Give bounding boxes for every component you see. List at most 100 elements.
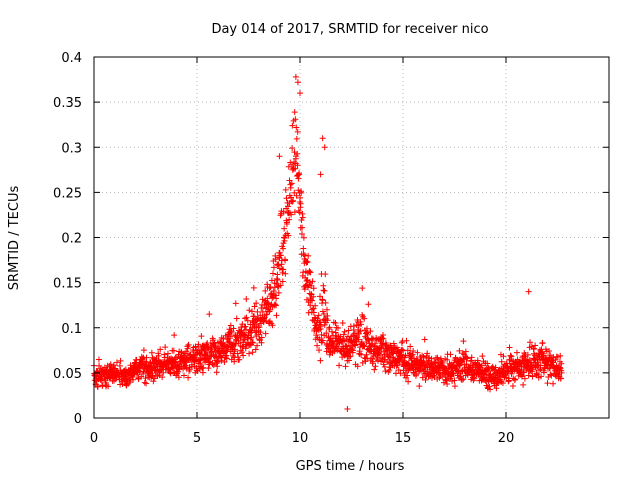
data-point — [335, 324, 342, 331]
data-point — [317, 293, 324, 300]
data-point — [143, 354, 150, 361]
data-point — [218, 357, 225, 364]
data-point — [305, 252, 312, 259]
data-point — [287, 184, 294, 191]
data-point — [285, 232, 292, 239]
data-point — [209, 361, 216, 368]
data-point — [506, 344, 513, 351]
data-point — [314, 342, 321, 349]
data-point — [405, 378, 412, 385]
data-point — [492, 364, 499, 371]
data-point — [285, 163, 292, 170]
data-point — [507, 352, 514, 359]
data-point — [382, 368, 389, 375]
data-point — [385, 358, 392, 365]
data-point — [317, 319, 324, 326]
data-point — [193, 354, 200, 361]
data-point — [293, 192, 300, 199]
data-point — [248, 334, 255, 341]
y-tick-label: 0.3 — [61, 141, 82, 156]
data-point — [157, 346, 164, 353]
data-point — [319, 135, 326, 142]
data-point — [303, 259, 310, 266]
data-point — [493, 385, 500, 392]
data-point — [252, 346, 259, 353]
data-point — [370, 335, 377, 342]
data-point — [527, 339, 534, 346]
data-point — [509, 382, 516, 389]
data-point — [310, 285, 317, 292]
data-point — [342, 363, 349, 370]
data-point — [281, 234, 288, 241]
data-point — [275, 289, 282, 296]
data-point — [320, 310, 327, 317]
data-point — [259, 308, 266, 315]
data-point — [347, 353, 354, 360]
data-point — [503, 374, 510, 381]
data-point — [183, 365, 190, 372]
data-point — [456, 347, 463, 354]
data-point — [341, 328, 348, 335]
data-point — [262, 330, 269, 337]
data-point — [99, 382, 106, 389]
data-point — [312, 302, 319, 309]
data-point — [251, 303, 258, 310]
data-point — [557, 375, 564, 382]
data-point — [558, 360, 565, 367]
data-point — [310, 293, 317, 300]
data-point — [356, 350, 363, 357]
data-point — [379, 334, 386, 341]
y-tick-label: 0.4 — [61, 51, 82, 66]
data-point — [512, 376, 519, 383]
data-point — [380, 361, 387, 368]
data-point — [263, 311, 270, 318]
data-point — [357, 321, 364, 328]
data-point — [283, 195, 290, 202]
x-tick-label: 0 — [90, 431, 98, 446]
data-point — [185, 342, 192, 349]
data-point — [377, 351, 384, 358]
data-point — [514, 356, 521, 363]
data-point — [148, 349, 155, 356]
data-point — [447, 351, 454, 358]
data-point — [295, 175, 302, 182]
data-point — [431, 358, 438, 365]
data-point — [458, 376, 465, 383]
data-point — [293, 124, 300, 131]
data-point — [355, 336, 362, 343]
data-point — [299, 224, 306, 231]
data-point — [258, 339, 265, 346]
data-point — [547, 371, 554, 378]
data-point — [193, 367, 200, 374]
data-point — [249, 349, 256, 356]
x-axis-label: GPS time / hours — [296, 459, 405, 474]
data-point — [277, 282, 284, 289]
data-point — [402, 352, 409, 359]
data-point — [537, 366, 544, 373]
data-point — [321, 144, 328, 151]
data-point — [300, 269, 307, 276]
data-point — [274, 283, 281, 290]
data-point — [246, 350, 253, 357]
data-point — [380, 335, 387, 342]
data-point — [294, 128, 301, 135]
data-point — [310, 309, 317, 316]
data-point — [358, 351, 365, 358]
data-point — [450, 370, 457, 377]
data-point — [272, 301, 279, 308]
data-point — [372, 363, 379, 370]
data-point — [171, 369, 178, 376]
data-point — [525, 288, 532, 295]
data-point — [390, 349, 397, 356]
data-point — [557, 352, 564, 359]
data-point — [459, 350, 466, 357]
data-point — [162, 344, 169, 351]
data-point — [309, 278, 316, 285]
data-point — [280, 245, 287, 252]
data-point — [487, 386, 494, 393]
data-point — [424, 350, 431, 357]
data-point — [430, 372, 437, 379]
data-point — [247, 321, 254, 328]
data-point — [546, 348, 553, 355]
data-point — [242, 323, 249, 330]
